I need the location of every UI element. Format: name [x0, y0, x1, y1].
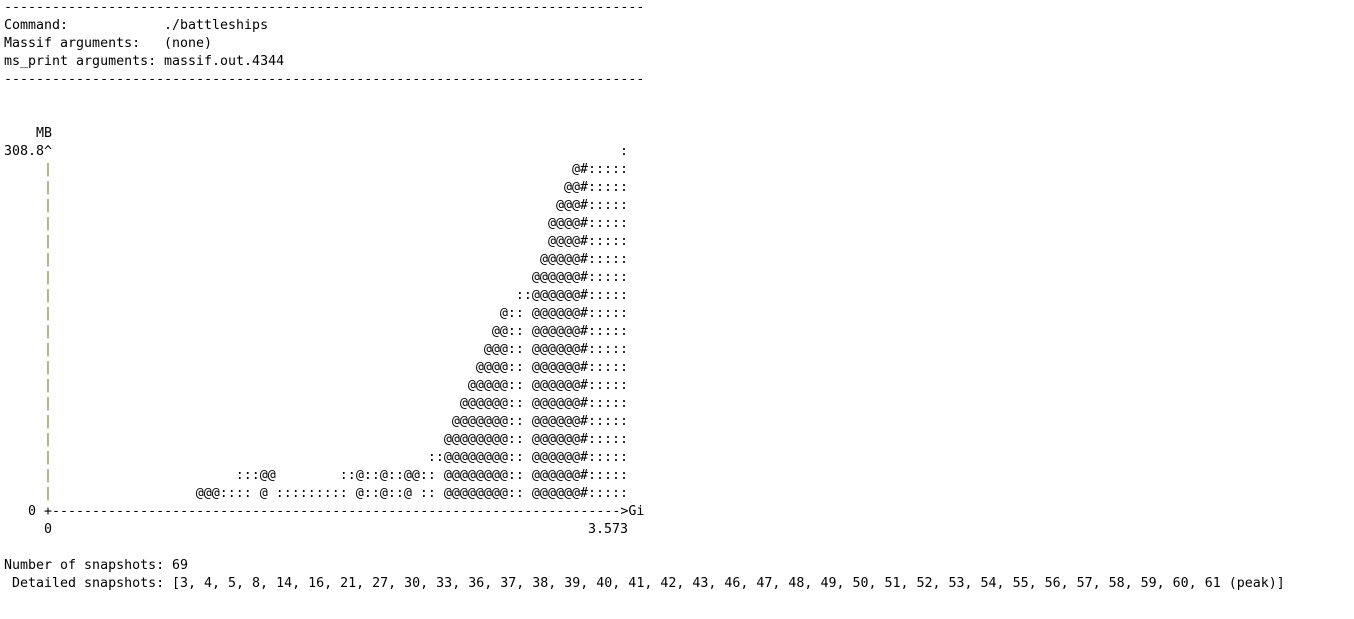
axis-bar: | [44, 234, 53, 249]
field-label: Command: [4, 18, 69, 33]
x-max-label: 3.573 [587, 522, 628, 537]
axis-bar: | [44, 216, 53, 231]
graph-row: @@@#::::: [555, 198, 628, 213]
graph-row: : [619, 144, 628, 159]
y-min-label: 0 [28, 504, 37, 519]
graph-row: @@@@@:: @@@@@@#::::: [467, 378, 628, 393]
graph-row: :::@@ ::@::@::@@:: @@@@@@@@:: @@@@@@#:::… [235, 468, 628, 483]
axis-bar: | [44, 414, 53, 429]
graph-row: @@@@#::::: [547, 234, 628, 249]
axis-bar: | [44, 450, 53, 465]
graph-row: @@@@@@:: @@@@@@#::::: [459, 396, 628, 411]
graph-row: ::@@@@@@#::::: [515, 288, 628, 303]
graph-row: @@:: @@@@@@#::::: [491, 324, 628, 339]
graph-row: @@@@@#::::: [539, 252, 628, 267]
x-axis: +---------------------------------------… [44, 504, 645, 519]
axis-bar: | [44, 432, 53, 447]
graph-row: @@@:: @@@@@@#::::: [483, 342, 628, 357]
axis-bar: | [44, 288, 53, 303]
graph-row: @#::::: [571, 162, 628, 177]
summary-value: [3, 4, 5, 8, 14, 16, 21, 27, 30, 33, 36,… [172, 576, 1285, 591]
axis-bar: | [44, 324, 53, 339]
axis-bar: | [44, 162, 53, 177]
graph-row: @@#::::: [563, 180, 628, 195]
graph-row: @@@@@@@@:: @@@@@@#::::: [443, 432, 628, 447]
summary-value: 69 [172, 558, 189, 573]
graph-row: @@@@@@@:: @@@@@@#::::: [451, 414, 628, 429]
axis-bar: | [44, 468, 53, 483]
axis-bar: | [44, 486, 53, 501]
graph-row: @@@@@@#::::: [531, 270, 628, 285]
axis-bar: | [44, 306, 53, 321]
summary-label: Detailed snapshots: [12, 576, 165, 591]
rule: ----------------------------------------… [4, 0, 645, 15]
field-label: Massif arguments: [4, 36, 141, 51]
field-label: ms_print arguments: [4, 54, 157, 69]
axis-bar: | [44, 342, 53, 357]
unit-label: MB [36, 126, 53, 141]
axis-bar: | [44, 252, 53, 267]
graph-row: @@@@#::::: [547, 216, 628, 231]
graph-row: @@@@:: @@@@@@#::::: [475, 360, 628, 375]
field-value: massif.out.4344 [164, 54, 285, 69]
y-max-label: 308.8^ [4, 144, 53, 159]
axis-bar: | [44, 270, 53, 285]
rule: ----------------------------------------… [4, 72, 645, 87]
x-min-label: 0 [44, 522, 53, 537]
axis-bar: | [44, 396, 53, 411]
graph-row: @:: @@@@@@#::::: [499, 306, 628, 321]
summary-label: Number of snapshots: [4, 558, 165, 573]
field-value: (none) [164, 36, 213, 51]
field-value: ./battleships [164, 18, 269, 33]
axis-bar: | [44, 360, 53, 375]
axis-bar: | [44, 198, 53, 213]
graph-row: ::@@@@@@@@:: @@@@@@#::::: [427, 450, 628, 465]
axis-bar: | [44, 378, 53, 393]
axis-bar: | [44, 180, 53, 195]
graph-row: @@@:::: @ ::::::::: @::@::@ :: @@@@@@@@:… [195, 486, 628, 501]
